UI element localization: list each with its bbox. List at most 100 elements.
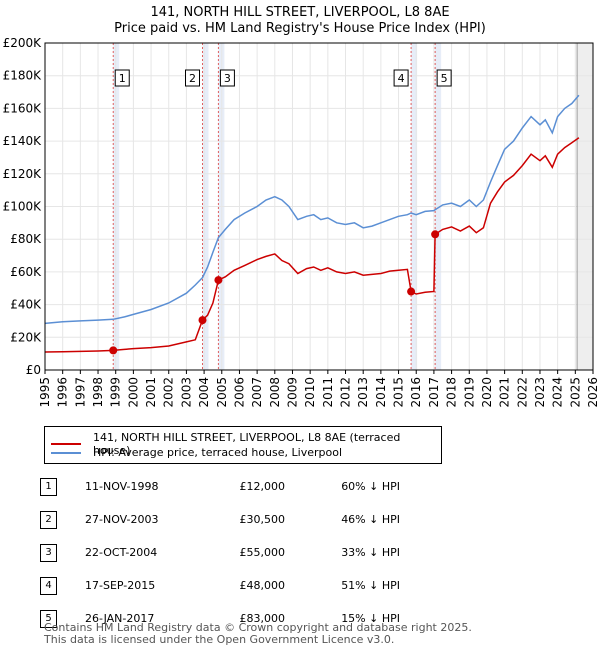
y-tick-label: £160K <box>3 101 43 115</box>
x-tick-label: 1998 <box>91 377 105 408</box>
x-tick-label: 2026 <box>586 377 600 408</box>
sale-marker-label: 2 <box>185 69 201 87</box>
y-tick-label: £60K <box>10 265 42 279</box>
x-tick-label: 1996 <box>56 377 70 408</box>
x-tick-label: 2012 <box>339 377 353 408</box>
y-tick-label: £0 <box>26 363 41 377</box>
transaction-hpi-diff: 46% ↓ HPI <box>341 513 400 526</box>
x-tick-label: 2017 <box>427 377 441 408</box>
table-row: 5 26-JAN-2017 £83,000 15% ↓ HPI <box>40 602 400 635</box>
transaction-hpi-diff: 60% ↓ HPI <box>341 480 400 493</box>
x-tick-label: 1999 <box>109 377 123 408</box>
price-chart: £0 £20K £40K £60K £80K £100K £120K £140K £160K £1… <box>3 36 600 408</box>
x-tick-label: 2021 <box>498 377 512 408</box>
x-tick-label: 1997 <box>73 377 87 408</box>
chart-title-line2: Price paid vs. HM Land Registry's House … <box>114 21 486 36</box>
transaction-date: 22-OCT-2004 <box>85 546 158 559</box>
y-tick-label: £140K <box>3 134 43 148</box>
x-tick-label: 2024 <box>551 377 565 408</box>
footer-license: This data is licensed under the Open Gov… <box>44 633 395 646</box>
transaction-badge: 1 <box>40 477 57 496</box>
table-row: 2 27-NOV-2003 £30,500 46% ↓ HPI <box>40 503 400 536</box>
x-tick-label: 1995 <box>38 377 52 408</box>
x-tick-label: 2011 <box>321 377 335 408</box>
x-tick-label: 2023 <box>533 377 547 408</box>
legend-swatch-hpi <box>51 451 81 454</box>
x-tick-label: 2001 <box>144 377 158 408</box>
sale-point <box>198 316 207 325</box>
x-tick-label: 2003 <box>179 377 193 408</box>
transaction-price: £48,000 <box>239 579 286 592</box>
sale-point <box>214 276 223 285</box>
legend: 141, NORTH HILL STREET, LIVERPOOL, L8 8A… <box>44 426 442 464</box>
sale-label-text: 2 <box>189 72 196 85</box>
x-tick-label: 2007 <box>250 377 264 408</box>
sale-marker-label: 1 <box>114 69 130 87</box>
legend-label-property: 141, NORTH HILL STREET, LIVERPOOL, L8 8A… <box>92 431 401 457</box>
transaction-price: £12,000 <box>239 480 286 493</box>
x-tick-label: 2010 <box>303 377 317 408</box>
transaction-price: £55,000 <box>239 546 286 559</box>
legend-label-hpi: HPI: Average price, terraced house, Live… <box>93 446 343 459</box>
footer: Contains HM Land Registry data © Crown c… <box>44 622 472 646</box>
x-tick-label: 2014 <box>374 377 388 408</box>
x-tick-label: 2016 <box>409 377 423 408</box>
sale-marker-label: 5 <box>436 69 452 87</box>
sale-label-box <box>185 69 201 87</box>
sale-marker-label: 4 <box>393 69 409 87</box>
transaction-hpi-diff: 15% ↓ HPI <box>341 612 400 625</box>
transaction-hpi-diff: 51% ↓ HPI <box>341 579 400 592</box>
y-tick-label: £200K <box>3 36 43 50</box>
x-tick-label: 2025 <box>568 377 582 408</box>
transaction-badge: 5 <box>40 609 57 628</box>
transaction-date: 27-NOV-2003 <box>85 513 159 526</box>
x-tick-label: 2006 <box>232 377 246 408</box>
transaction-date: 11-NOV-1998 <box>85 480 159 493</box>
x-tick-label: 2018 <box>445 377 459 408</box>
series-hpi <box>44 94 580 325</box>
transaction-price: £83,000 <box>239 612 286 625</box>
sale-label-text: 4 <box>398 72 405 85</box>
x-tick-label: 2005 <box>215 377 229 408</box>
legend-item-hpi: HPI: Average price, terraced house, Live… <box>51 446 342 459</box>
transaction-hpi-diff: 33% ↓ HPI <box>341 546 400 559</box>
x-tick-label: 2008 <box>268 377 282 408</box>
table-row: 1 11-NOV-1998 £12,000 60% ↓ HPI <box>40 470 400 503</box>
legend-swatch-property <box>51 443 81 445</box>
y-tick-label: £180K <box>3 69 43 83</box>
x-tick-label: 2020 <box>480 377 494 408</box>
sale-label-box <box>393 69 409 87</box>
y-tick-label: £120K <box>3 167 43 181</box>
sale-label-box <box>436 69 452 87</box>
x-tick-label: 2019 <box>462 377 476 408</box>
transaction-badge: 3 <box>40 543 57 562</box>
transaction-badge: 4 <box>40 576 57 595</box>
legend-item-property: 141, NORTH HILL STREET, LIVERPOOL, L8 8A… <box>51 431 441 457</box>
chart-title-line1: 141, NORTH HILL STREET, LIVERPOOL, L8 8A… <box>150 5 450 20</box>
x-tick-label: 2004 <box>197 377 211 408</box>
table-row: 4 17-SEP-2015 £48,000 51% ↓ HPI <box>40 569 400 602</box>
sale-point <box>109 346 118 355</box>
sale-label-text: 5 <box>441 72 448 85</box>
sale-point <box>407 287 416 296</box>
y-tick-label: £40K <box>10 298 42 312</box>
x-tick-label: 2013 <box>356 377 370 408</box>
x-tick-label: 2022 <box>515 377 529 408</box>
transaction-date: 17-SEP-2015 <box>85 579 156 592</box>
transaction-price: £30,500 <box>239 513 286 526</box>
sale-point <box>431 230 440 239</box>
y-tick-label: £100K <box>3 200 43 214</box>
plot-frame <box>44 42 594 371</box>
table-row: 3 22-OCT-2004 £55,000 33% ↓ HPI <box>40 536 400 569</box>
x-tick-label: 2002 <box>162 377 176 408</box>
series-property <box>44 137 580 353</box>
sale-label-box <box>219 69 235 87</box>
x-tick-label: 2015 <box>392 377 406 408</box>
y-tick-label: £80K <box>10 232 42 246</box>
sale-label-box <box>114 69 130 87</box>
sale-label-text: 3 <box>224 72 231 85</box>
x-tick-label: 2009 <box>285 377 299 408</box>
transaction-date: 26-JAN-2017 <box>85 612 155 625</box>
x-tick-label: 2000 <box>126 377 140 408</box>
sale-marker-label: 3 <box>219 69 235 87</box>
